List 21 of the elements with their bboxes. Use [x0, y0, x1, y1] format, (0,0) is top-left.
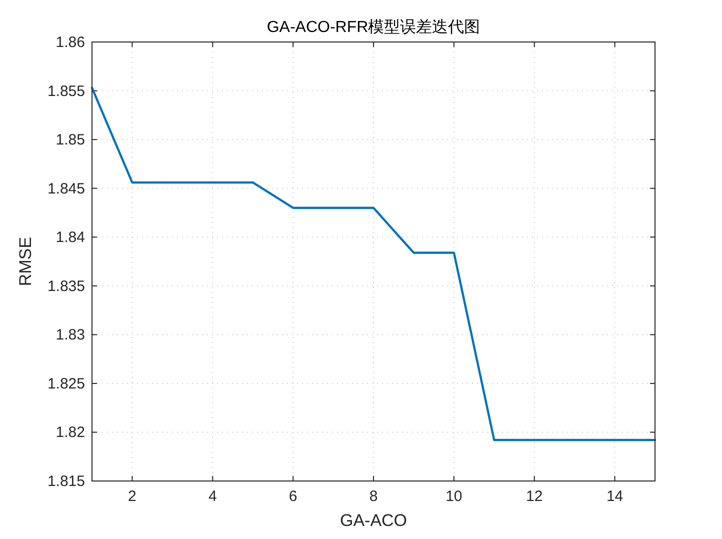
line-series — [90, 86, 656, 442]
x-tick-label: 8 — [369, 488, 378, 505]
y-tick-label: 1.825 — [47, 375, 85, 392]
x-axis-title: GA-ACO — [340, 511, 408, 530]
y-tick-label: 1.845 — [47, 180, 85, 198]
y-tick-label: 1.84 — [56, 229, 85, 246]
y-axis-title: RMSE — [16, 236, 35, 286]
x-tick-label: 4 — [208, 488, 217, 505]
y-tick-label: 1.86 — [56, 34, 85, 51]
y-tick-label: 1.82 — [56, 424, 85, 442]
x-tick-label: 2 — [128, 488, 136, 505]
chart-title: GA-ACO-RFR模型误差迭代图 — [266, 18, 480, 36]
y-tick-label: 1.85 — [56, 132, 85, 149]
x-tick-label: 14 — [606, 488, 624, 505]
y-tick-label: 1.835 — [47, 278, 85, 295]
y-tick-label: 1.815 — [47, 473, 85, 490]
x-tick-label: 6 — [288, 488, 298, 505]
x-tick-label: 10 — [446, 488, 462, 505]
x-tick-label: 12 — [526, 488, 543, 505]
y-tick-label: 1.855 — [47, 82, 85, 100]
y-tick-label: 1.83 — [56, 326, 85, 344]
